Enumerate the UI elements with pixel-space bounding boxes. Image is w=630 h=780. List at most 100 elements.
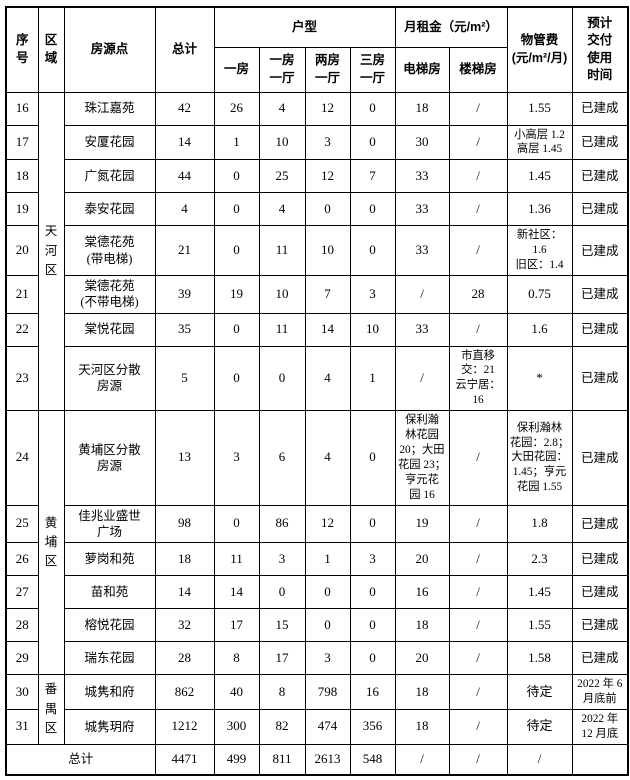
cell-total: 13 — [154, 410, 215, 506]
cell-stair-rent: / — [448, 608, 508, 643]
cell-elevator-rent: 18 — [394, 708, 450, 745]
header-region: 区 域 — [37, 6, 65, 93]
table-row: 18 广氮花园 44 0 25 12 7 33/1.45 已建成 — [5, 159, 629, 194]
cell-delivery: 已建成 — [571, 312, 629, 347]
cell-serial: 31 — [5, 708, 39, 745]
cell-one-room: 0 — [213, 345, 260, 412]
cell-serial: 21 — [5, 275, 39, 314]
cell-stair-rent: / — [448, 504, 508, 544]
cell-delivery: 已建成 — [571, 542, 629, 577]
cell-serial: 28 — [5, 608, 39, 643]
header-stair-room: 楼梯房 — [448, 46, 508, 93]
cell-total: 18 — [154, 542, 215, 577]
cell-total: 98 — [154, 504, 215, 544]
cell-fee: 1.36 — [506, 192, 573, 227]
header-three-room-one-hall: 三房 一厅 — [349, 46, 396, 93]
cell-two-room-one-hall: 1 — [304, 542, 351, 577]
cell-serial: 29 — [5, 641, 39, 676]
cell-stair-rent: 市直移 交：21 云宁居： 16 — [448, 345, 508, 412]
cell-one-room-one-hall: 86 — [258, 504, 306, 544]
cell-fee: 新社区： 1.6 旧区：1.4 — [506, 225, 573, 277]
cell-site: 棠德花苑 (不带电梯) — [63, 275, 156, 314]
cell-serial: 30 — [5, 674, 39, 710]
cell-fee: 保利瀚林 花园：2.8； 大田花园： 1.45；亨元 花园 1.55 — [506, 410, 573, 506]
cell-stair-rent: / — [448, 91, 508, 126]
table-row: 20 棠德花苑 (带电梯) 21 0 11 10 0 33/新社区： 1.6 旧区：1.4 已建… — [5, 225, 629, 277]
table-row: 24 黄 埔 区黄埔区分散 房源 13 3 6 4 0 保利瀚 林花园 20；大田 花园 23… — [5, 410, 629, 676]
cell-two-room-one-hall: 7 — [304, 275, 351, 314]
cell-one-room: 19 — [213, 275, 260, 314]
cell-one-room-one-hall: 10 — [258, 124, 306, 161]
cell-site: 广氮花园 — [63, 159, 156, 194]
cell-fee: 1.6 — [506, 312, 573, 347]
cell-delivery: 2022 年 6 月底前 — [571, 674, 629, 710]
cell-three-room-one-hall: 1 — [349, 345, 396, 412]
cell-one-room: 14 — [213, 575, 260, 610]
cell-three-room-one-hall: 7 — [349, 159, 396, 194]
cell-stair-rent: / — [448, 312, 508, 347]
cell-total: 14 — [154, 575, 215, 610]
header-total: 总计 — [154, 6, 215, 93]
cell-three-room-one-hall: 3 — [349, 275, 396, 314]
cell-one-room: 0 — [213, 159, 260, 194]
cell-two-room-one-hall: 0 — [304, 192, 351, 227]
cell-stair-rent: 28 — [448, 275, 508, 314]
cell-serial: 25 — [5, 504, 39, 544]
cell-delivery: 已建成 — [571, 410, 629, 506]
cell-elevator-rent: 33 — [394, 159, 450, 194]
cell-serial: 23 — [5, 345, 39, 412]
cell-elevator-rent: / — [394, 345, 450, 412]
cell-site: 苗和苑 — [63, 575, 156, 610]
cell-three-room-one-hall: 0 — [349, 575, 396, 610]
cell-stair-rent: / — [448, 708, 508, 745]
cell-two-room-one-hall: 3 — [304, 124, 351, 161]
cell-fee: 1.45 — [506, 575, 573, 610]
cell-two-room-one-hall: 10 — [304, 225, 351, 277]
table-row: 30 番 禺 区城隽和府 862 40 8 798 16 18/待定 2022 年 6 月底前 — [5, 674, 629, 745]
housing-table: 序 号 区 域 房源点 总计 户型 月租金（元/m²） 物管费 (元/m²/月)… — [5, 6, 630, 777]
table-row: 23 天河区分散 房源 5 0 0 4 1/市直移 交：21 云宁居： 16 * 已建成 — [5, 345, 629, 412]
cell-site: 棠悦花园 — [63, 312, 156, 347]
cell-two-room-one-hall: 3 — [304, 641, 351, 676]
cell-stair-rent: / — [448, 641, 508, 676]
cell-site: 城隽和府 — [63, 674, 156, 710]
cell-delivery: 已建成 — [571, 345, 629, 412]
cell-delivery: 已建成 — [571, 275, 629, 314]
cell-region: 黄 埔 区 — [37, 410, 65, 676]
cell-stair-rent: / — [448, 192, 508, 227]
cell-stair-rent: / — [448, 575, 508, 610]
cell-elevator-rent: 19 — [394, 504, 450, 544]
cell-one-room-one-hall: 15 — [258, 608, 306, 643]
cell-elevator-rent: 20 — [394, 542, 450, 577]
cell-elevator-rent: 16 — [394, 575, 450, 610]
cell-total: 39 — [154, 275, 215, 314]
cell-total: 28 — [154, 641, 215, 676]
cell-serial: 18 — [5, 159, 39, 194]
cell-one-room-one-hall: 0 — [258, 345, 306, 412]
table-row: 16 天 河 区珠江嘉苑 42 26 4 12 0 18/1.55 已建成 — [5, 91, 629, 412]
cell-elevator-rent: 30 — [394, 124, 450, 161]
cell-one-room: 11 — [213, 542, 260, 577]
cell-fee: 1.8 — [506, 504, 573, 544]
cell-one-room: 26 — [213, 91, 260, 126]
cell-site: 珠江嘉苑 — [63, 91, 156, 126]
cell-fee: 待定 — [506, 674, 573, 710]
cell-one-room-one-hall: 25 — [258, 159, 306, 194]
table-row: 21 棠德花苑 (不带电梯) 39 19 10 7 3/28 0.75 已建成 — [5, 275, 629, 314]
cell-fee: 1.58 — [506, 641, 573, 676]
cell-site: 棠德花苑 (带电梯) — [63, 225, 156, 277]
cell-site: 安厦花园 — [63, 124, 156, 161]
cell-one-room: 0 — [213, 312, 260, 347]
cell-total: 1212 — [154, 708, 215, 745]
cell-one-room-one-hall: 10 — [258, 275, 306, 314]
header-serial: 序 号 — [5, 6, 39, 93]
cell-fee: 小高层 1.2 高层 1.45 — [506, 124, 573, 161]
header-rent-group: 月租金（元/m²） — [394, 6, 508, 48]
cell-site: 城隽玥府 — [63, 708, 156, 745]
cell-three-room-one-hall: 0 — [349, 91, 396, 126]
cell-delivery: 已建成 — [571, 192, 629, 227]
header-fee: 物管费 (元/m²/月) — [506, 6, 573, 93]
cell-delivery: 2022 年 12 月底 — [571, 708, 629, 745]
cell-fee: 1.45 — [506, 159, 573, 194]
cell-serial: 17 — [5, 124, 39, 161]
